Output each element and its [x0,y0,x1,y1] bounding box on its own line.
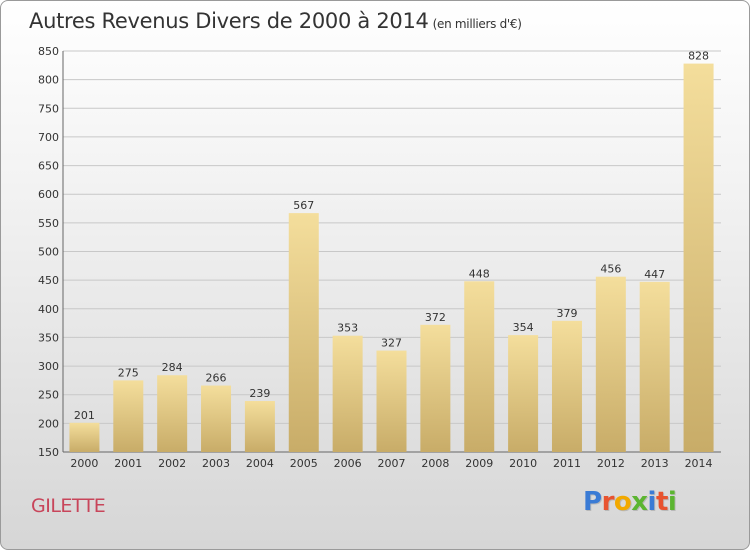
bar-2013 [639,281,670,452]
x-tick-label-2003: 2003 [202,457,230,470]
x-tick-label-2000: 2000 [70,457,98,470]
value-label-2011: 379 [556,307,577,320]
bar-2010 [508,335,539,452]
proxiti-logo: Proxiti [583,487,677,517]
bar-2009 [464,281,495,452]
value-label-2007: 327 [381,337,402,350]
y-tick-label: 350 [38,331,59,344]
x-tick-label-2002: 2002 [158,457,186,470]
logo-letter: i [667,487,677,517]
y-tick-label: 400 [38,303,59,316]
x-tick-label-2011: 2011 [553,457,581,470]
value-label-2012: 456 [600,263,621,276]
x-tick-label-2013: 2013 [641,457,669,470]
value-label-2006: 353 [337,322,358,335]
bar-2014 [683,63,714,453]
y-tick-label: 750 [38,102,59,115]
value-label-2001: 275 [118,366,139,379]
value-label-2010: 354 [513,321,534,334]
y-tick-label: 550 [38,217,59,230]
logo-letter: r [601,487,615,517]
y-tick-label: 600 [38,188,59,201]
x-tick-labels: 2000 2001 2002 2003 2004 2005 2006 2007 2008 2009… [70,457,712,470]
x-tick-label-2006: 2006 [334,457,362,470]
logo-letter: i [647,487,657,517]
chart-subtitle: (en milliers d'€) [432,17,522,31]
value-labels: 201 275 284 266 239 567 353 327 372 448 354 379 456 4… [74,50,709,422]
y-tick-labels: 150 200 250 300 350 400 450 500 550 600 650 700 750 8… [38,45,59,459]
bar-2005 [288,213,319,452]
bar-2008 [420,324,451,452]
x-tick-label-2010: 2010 [509,457,537,470]
value-label-2003: 266 [206,372,227,385]
value-label-2004: 239 [249,387,270,400]
bars [69,63,714,453]
bar-2003 [201,385,232,452]
logo-letter: t [655,487,668,517]
y-tick-label: 300 [38,360,59,373]
bar-2006 [332,335,363,452]
x-tick-label-2001: 2001 [114,457,142,470]
x-tick-label-2012: 2012 [597,457,625,470]
bar-2001 [113,380,144,452]
x-tick-label-2005: 2005 [290,457,318,470]
y-tick-label: 850 [38,45,59,58]
chart-title: Autres Revenus Divers de 2000 à 2014 (en … [29,9,522,33]
bar-2002 [157,375,188,452]
y-tick-label: 150 [38,446,59,459]
x-tick-label-2004: 2004 [246,457,274,470]
value-label-2009: 448 [469,267,490,280]
bar-2011 [551,320,582,452]
value-label-2000: 201 [74,409,95,422]
value-label-2005: 567 [293,199,314,212]
x-tick-label-2007: 2007 [378,457,406,470]
x-tick-label-2009: 2009 [465,457,493,470]
value-label-2013: 447 [644,268,665,281]
bar-2004 [244,401,275,452]
y-tick-label: 800 [38,74,59,87]
y-tick-label: 500 [38,246,59,259]
place-label: GILETTE [31,495,106,517]
bar-2000 [69,422,100,452]
logo-letter: x [631,487,648,517]
x-tick-label-2014: 2014 [685,457,713,470]
logo-letter: o [613,487,632,517]
value-label-2002: 284 [162,361,183,374]
chart-title-text: Autres Revenus Divers de 2000 à 2014 [29,9,429,33]
bar-2007 [376,350,407,452]
bar-2012 [595,276,626,452]
x-tick-label-2008: 2008 [421,457,449,470]
y-tick-label: 650 [38,160,59,173]
value-label-2008: 372 [425,311,446,324]
value-label-2014: 828 [688,50,709,63]
y-tick-label: 200 [38,417,59,430]
y-tick-label: 250 [38,389,59,402]
y-tick-label: 450 [38,274,59,287]
logo-letter: P [583,487,602,517]
y-tick-label: 700 [38,131,59,144]
